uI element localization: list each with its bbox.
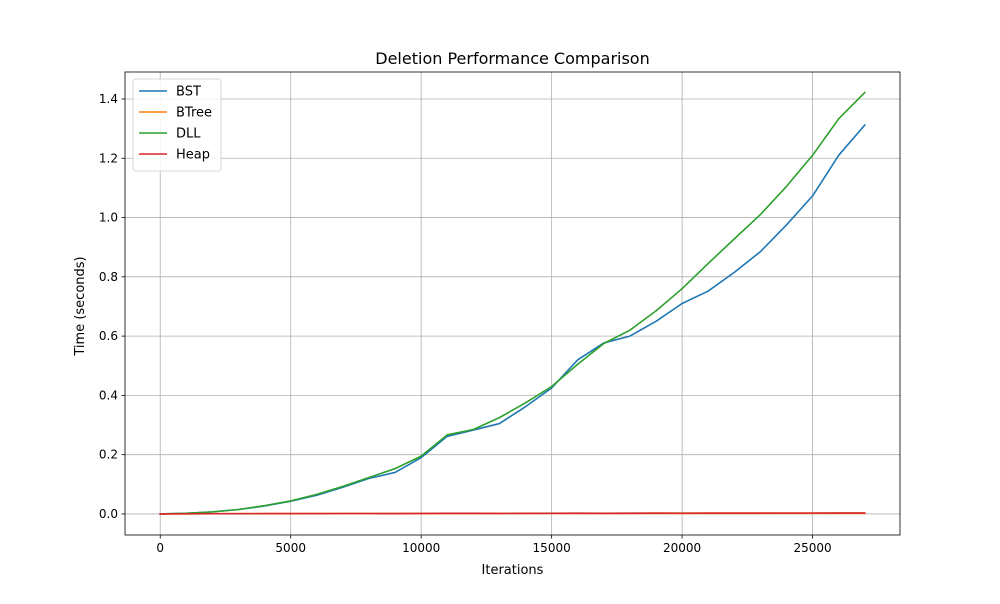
y-tick-label: 1.0 [99,211,118,225]
legend-box [132,78,222,172]
y-tick-label: 0.6 [99,329,118,343]
x-axis-ticks: 0 5000 10000 15000 20000 25000 [156,535,832,555]
x-tick-label: 5000 [275,541,306,555]
series-line-dll [159,91,866,515]
legend-label: BTree [176,106,212,121]
plot-frame [124,71,901,536]
x-tick-label: 20000 [663,541,701,555]
x-tick-label: 25000 [793,541,831,555]
y-tick-label: 0.2 [99,448,118,462]
series-lines [159,91,866,515]
x-axis-label: Iterations [482,563,544,578]
x-tick-label: 15000 [533,541,571,555]
y-tick-label: 0.0 [99,507,118,521]
x-tick-label: 10000 [402,541,440,555]
chart-title: Deletion Performance Comparison [375,49,649,68]
series-line-heap [159,512,866,515]
legend: BST BTree DLL Heap [132,78,222,172]
x-tick-label: 0 [156,541,164,555]
y-tick-label: 0.4 [99,388,118,402]
legend-label: Heap [176,148,210,163]
legend-label: DLL [176,127,201,142]
grid [125,72,900,535]
y-tick-label: 0.8 [99,270,118,284]
y-tick-label: 1.4 [99,92,118,106]
y-axis-label: Time (seconds) [73,256,88,356]
legend-label: BST [176,85,201,100]
y-tick-label: 1.2 [99,151,118,165]
y-axis-ticks: 0.0 0.2 0.4 0.6 0.8 1.0 1.2 1.4 [99,92,125,521]
